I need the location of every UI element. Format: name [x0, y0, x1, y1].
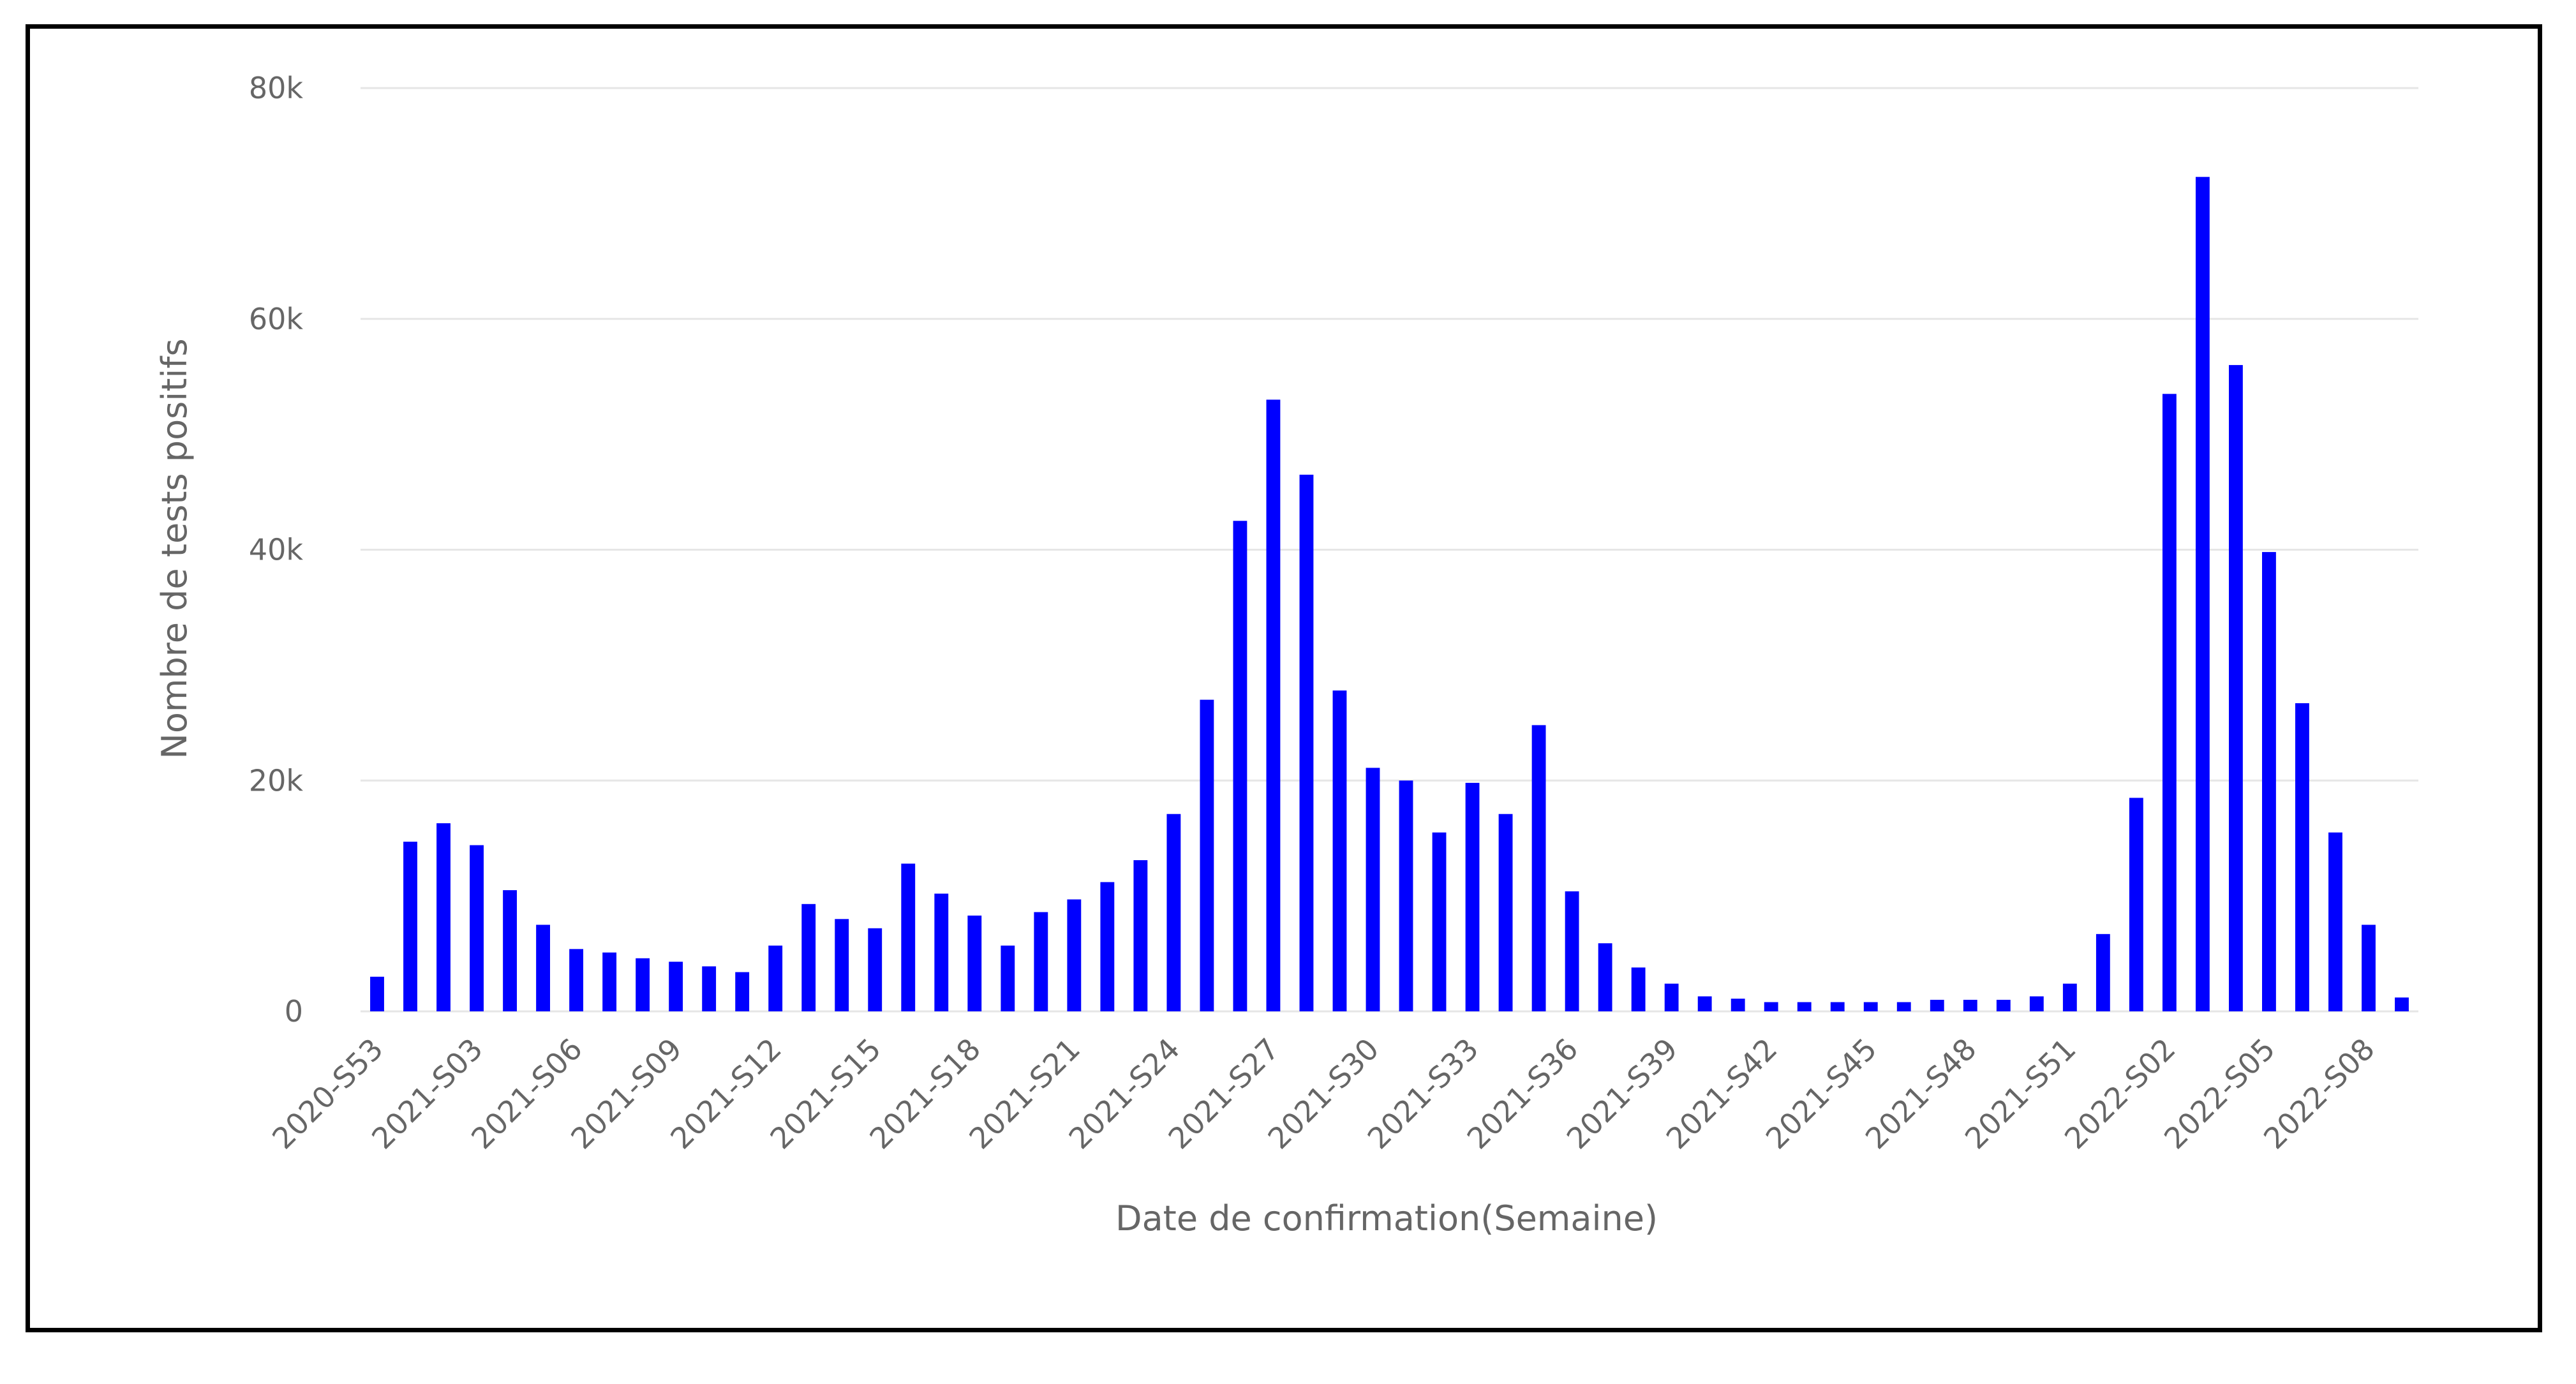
bar-2021-S37: [1598, 943, 1612, 1011]
bar-2021-S48: [1963, 999, 1977, 1011]
chart-frame: [26, 24, 2542, 1332]
bar-2022-S02: [2162, 394, 2177, 1011]
bar-2022-S09: [2395, 997, 2409, 1011]
bar-2021-S06: [569, 949, 584, 1011]
bar-2020-S53: [370, 976, 384, 1011]
bar-2021-S29: [1332, 690, 1347, 1011]
bar-2021-S18: [967, 915, 982, 1011]
bar-2022-S04: [2228, 365, 2243, 1011]
bar-2021-S19: [1001, 945, 1015, 1011]
bar-2021-S21: [1067, 899, 1082, 1011]
bar-2021-S36: [1565, 891, 1579, 1011]
bar-2021-S30: [1366, 768, 1380, 1011]
bar-2021-S01: [403, 842, 417, 1011]
bar-2021-S08: [636, 958, 650, 1011]
bar-2022-S06: [2295, 703, 2309, 1011]
bar-2021-S22: [1100, 882, 1115, 1011]
bar-2021-S49: [1996, 999, 2011, 1011]
gridlines: [361, 87, 2418, 1013]
bar-2021-S15: [868, 928, 882, 1011]
bar-2021-S35: [1531, 725, 1546, 1011]
bar-2021-S46: [1896, 1002, 1911, 1011]
bar-2021-S17: [934, 893, 949, 1011]
bar-2021-S41: [1731, 999, 1745, 1011]
y-tick-label: 80k: [249, 71, 304, 105]
bar-2021-S28: [1299, 474, 1314, 1011]
bar-2021-S07: [602, 952, 617, 1011]
x-tick-labels: 2020-S532021-S032021-S062021-S092021-S12…: [265, 1032, 2381, 1156]
bar-2021-S13: [801, 904, 816, 1011]
bars: [370, 177, 2409, 1012]
bar-2021-S10: [702, 966, 717, 1011]
bar-2021-S47: [1930, 999, 1944, 1011]
bar-2021-S09: [669, 962, 683, 1011]
bar-2021-S40: [1697, 996, 1712, 1011]
bar-2021-S51: [2062, 983, 2077, 1011]
bar-2021-S25: [1200, 699, 1214, 1011]
bar-2021-S14: [835, 919, 849, 1011]
bar-2022-S03: [2195, 177, 2210, 1012]
y-tick-label: 20k: [249, 763, 304, 798]
bar-2021-S52: [2096, 934, 2110, 1011]
y-tick-label: 0: [285, 994, 303, 1029]
bar-2021-S27: [1266, 399, 1281, 1011]
bar-2021-S44: [1830, 1002, 1845, 1011]
bar-2021-S03: [470, 845, 484, 1011]
bar-2021-S50: [2029, 996, 2044, 1011]
bar-2021-S45: [1863, 1002, 1878, 1011]
bar-2021-S04: [503, 890, 517, 1011]
bar-2022-S05: [2262, 552, 2276, 1011]
bar-2021-S33: [1465, 782, 1480, 1011]
y-tick-label: 40k: [249, 533, 304, 567]
bar-2021-S38: [1631, 967, 1646, 1011]
bar-2022-S01: [2129, 798, 2143, 1011]
bar-2021-S20: [1034, 912, 1048, 1011]
bar-2021-S24: [1166, 814, 1181, 1011]
bar-2021-S23: [1133, 860, 1148, 1011]
bar-2021-S32: [1432, 832, 1447, 1011]
bar-2021-S34: [1498, 814, 1513, 1011]
bar-2021-S39: [1664, 983, 1679, 1011]
y-tick-label: 60k: [249, 302, 304, 336]
bar-2021-S16: [901, 863, 916, 1011]
bar-2021-S11: [735, 972, 750, 1011]
y-tick-labels: 0 20k 40k 60k 80k: [249, 71, 304, 1029]
bar-2021-S26: [1233, 521, 1247, 1011]
bar-2021-S02: [436, 823, 450, 1011]
bar-2022-S08: [2362, 925, 2376, 1011]
bar-2022-S07: [2328, 832, 2342, 1011]
bar-2021-S31: [1399, 780, 1413, 1011]
bar-2021-S12: [768, 945, 783, 1011]
bar-2021-S43: [1797, 1002, 1812, 1011]
bar-2021-S05: [536, 925, 551, 1011]
y-axis-title: Nombre de tests positifs: [154, 338, 195, 759]
bar-2021-S42: [1764, 1002, 1778, 1011]
x-axis-title: Date de confirmation(Semaine): [1115, 1198, 1658, 1239]
